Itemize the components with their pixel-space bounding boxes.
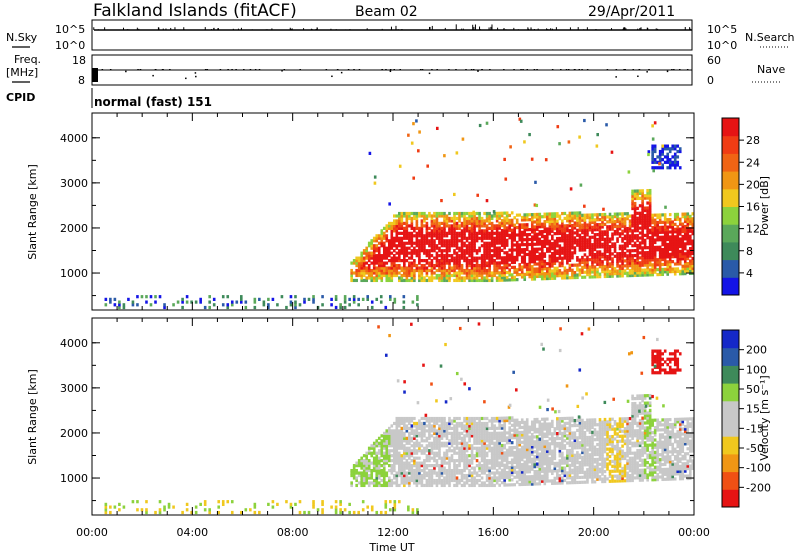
power-colorbar: 4 8 12 16 20 24 28 Power [dB] <box>721 117 771 296</box>
nave-tick-top: 60 <box>707 54 721 67</box>
freq-label: Freq. <box>14 53 41 66</box>
ytick-label: 1000 <box>60 472 88 485</box>
ytick-label: 2000 <box>60 222 88 235</box>
nsearch-label: N.Search <box>745 31 795 44</box>
colorbar-segment <box>722 347 739 366</box>
nsky-panel <box>91 19 693 51</box>
nsky-label: N.Sky <box>6 31 38 44</box>
colorbar-segment <box>722 135 739 154</box>
xtick-label: 00:00 <box>678 526 710 539</box>
colorbar-tick-label: 16 <box>746 201 760 214</box>
colorbar-segment <box>722 489 739 508</box>
station-title: Falkland Islands (fitACF) <box>93 1 297 21</box>
velocity-colorbar: -200 -100 -50 -15 15 50 100 200 Velocity [m s⁻¹… <box>721 329 771 508</box>
colorbar-segment <box>722 206 739 225</box>
nsky-tick-bottom: 10^0 <box>55 39 85 52</box>
nsky-tick-top: 10^5 <box>55 23 85 36</box>
colorbar-tick-label: -100 <box>746 462 771 475</box>
xtick-label: 12:00 <box>377 526 409 539</box>
colorbar-segment <box>722 171 739 190</box>
xtick-label: 08:00 <box>277 526 309 539</box>
colorbar-segment <box>722 118 739 137</box>
velocity-panel: 1000 2000 3000 4000 Slant Range [km] <box>26 317 695 516</box>
velocity-ylabel: Slant Range [km] <box>26 369 39 465</box>
colorbar-tick-label: -200 <box>746 481 771 494</box>
colorbar-tick-label: -50 <box>746 442 764 455</box>
colorbar-tick-label: -15 <box>746 422 764 435</box>
xtick-label: 20:00 <box>578 526 610 539</box>
ytick-label: 4000 <box>60 337 88 350</box>
power-panel: 1000 2000 3000 4000 Slant Range [km] <box>26 112 695 311</box>
colorbar-tick-label: 200 <box>746 344 767 357</box>
nsearch-tick-top: 10^5 <box>707 23 737 36</box>
x-axis-label: Time UT <box>368 541 414 554</box>
xtick-label: 16:00 <box>477 526 509 539</box>
colorbar-tick-label: 50 <box>746 383 760 396</box>
colorbar-segment <box>722 241 739 261</box>
colorbar-tick-label: 100 <box>746 363 767 376</box>
ytick-label: 2000 <box>60 427 88 440</box>
power-ylabel: Slant Range [km] <box>26 164 39 260</box>
ytick-label: 1000 <box>60 267 88 280</box>
velocity-colorbar-label: Velocity [m s⁻¹] <box>758 375 771 460</box>
xtick-label: 00:00 <box>76 526 108 539</box>
freq-tick-top: 18 <box>72 54 86 67</box>
colorbar-segment <box>722 453 739 473</box>
colorbar-segment <box>722 383 739 402</box>
beam-title: Beam 02 <box>355 4 418 20</box>
nave-tick-bottom: 0 <box>707 74 714 87</box>
colorbar-tick-label: 8 <box>746 245 753 258</box>
colorbar-segment <box>722 153 739 172</box>
colorbar-segment <box>722 365 739 384</box>
colorbar-segment <box>722 224 739 243</box>
power-colorbar-label: Power [dB] <box>758 176 771 236</box>
cpid-label: CPID <box>6 91 35 104</box>
date-title: 29/Apr/2011 <box>588 4 675 20</box>
nave-label: Nave <box>757 63 785 76</box>
colorbar-segment <box>722 471 739 490</box>
colorbar-tick-label: 20 <box>746 178 760 191</box>
ytick-label: 4000 <box>60 132 88 145</box>
ytick-label: 3000 <box>60 177 88 190</box>
colorbar-tick-label: 12 <box>746 223 760 236</box>
freq-unit: [MHz] <box>6 66 38 79</box>
colorbar-tick-label: 28 <box>746 134 760 147</box>
colorbar-segment <box>722 259 739 278</box>
colorbar-tick-label: 15 <box>746 403 760 416</box>
cpid-text: normal (fast) 151 <box>94 95 212 109</box>
colorbar-tick-label: 4 <box>746 267 753 280</box>
freq-tick-bottom: 8 <box>78 74 85 87</box>
colorbar-segment <box>722 400 739 419</box>
colorbar-segment <box>722 277 739 296</box>
nsearch-tick-bottom: 10^0 <box>707 39 737 52</box>
colorbar-segment <box>722 418 739 437</box>
xtick-label: 04:00 <box>176 526 208 539</box>
ytick-label: 3000 <box>60 382 88 395</box>
colorbar-segment <box>722 188 739 207</box>
colorbar-segment <box>722 330 739 349</box>
colorbar-tick-label: 24 <box>746 156 760 169</box>
colorbar-segment <box>722 436 739 455</box>
